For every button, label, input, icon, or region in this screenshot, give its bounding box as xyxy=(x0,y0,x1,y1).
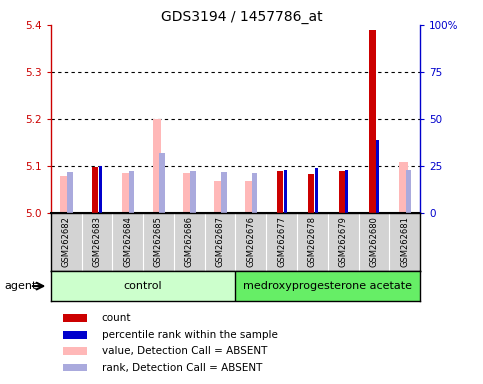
Text: GSM262681: GSM262681 xyxy=(400,216,409,267)
Text: GSM262677: GSM262677 xyxy=(277,216,286,267)
Bar xyxy=(122,173,130,213)
Bar xyxy=(345,170,348,213)
Bar xyxy=(184,173,192,213)
Text: GSM262680: GSM262680 xyxy=(369,216,379,267)
Bar xyxy=(128,171,134,213)
Bar xyxy=(60,176,69,213)
Text: control: control xyxy=(124,281,162,291)
Text: count: count xyxy=(102,313,131,323)
Bar xyxy=(63,314,87,322)
Bar xyxy=(153,119,161,213)
Text: rank, Detection Call = ABSENT: rank, Detection Call = ABSENT xyxy=(102,363,262,373)
Bar xyxy=(376,140,379,213)
Text: GSM262679: GSM262679 xyxy=(339,216,348,267)
Bar xyxy=(236,271,420,301)
Text: GSM262682: GSM262682 xyxy=(62,216,71,267)
Text: value, Detection Call = ABSENT: value, Detection Call = ABSENT xyxy=(102,346,267,356)
Bar xyxy=(399,162,408,213)
Bar xyxy=(63,347,87,355)
Text: GSM262678: GSM262678 xyxy=(308,216,317,267)
Bar xyxy=(67,172,72,213)
Text: GSM262687: GSM262687 xyxy=(215,216,225,267)
Text: GSM262685: GSM262685 xyxy=(154,216,163,267)
Bar xyxy=(92,167,99,213)
Bar xyxy=(339,171,345,213)
Bar xyxy=(252,173,257,213)
Bar xyxy=(277,171,283,213)
Text: agent: agent xyxy=(5,281,37,291)
Text: medroxyprogesterone acetate: medroxyprogesterone acetate xyxy=(243,281,412,291)
Bar xyxy=(308,174,314,213)
Bar xyxy=(99,166,102,213)
Bar xyxy=(221,172,227,213)
Bar xyxy=(314,169,318,213)
Text: GDS3194 / 1457786_at: GDS3194 / 1457786_at xyxy=(161,10,322,23)
Bar xyxy=(245,181,254,213)
Bar xyxy=(63,364,87,371)
Bar xyxy=(159,153,165,213)
Text: GSM262684: GSM262684 xyxy=(123,216,132,267)
Text: GSM262686: GSM262686 xyxy=(185,216,194,267)
Bar xyxy=(63,331,87,339)
Text: GSM262676: GSM262676 xyxy=(246,216,256,267)
Bar xyxy=(284,170,287,213)
Text: percentile rank within the sample: percentile rank within the sample xyxy=(102,330,278,340)
Text: GSM262683: GSM262683 xyxy=(92,216,101,267)
Bar xyxy=(214,181,223,213)
Bar xyxy=(406,170,412,213)
Bar xyxy=(190,171,196,213)
Bar xyxy=(369,30,376,213)
